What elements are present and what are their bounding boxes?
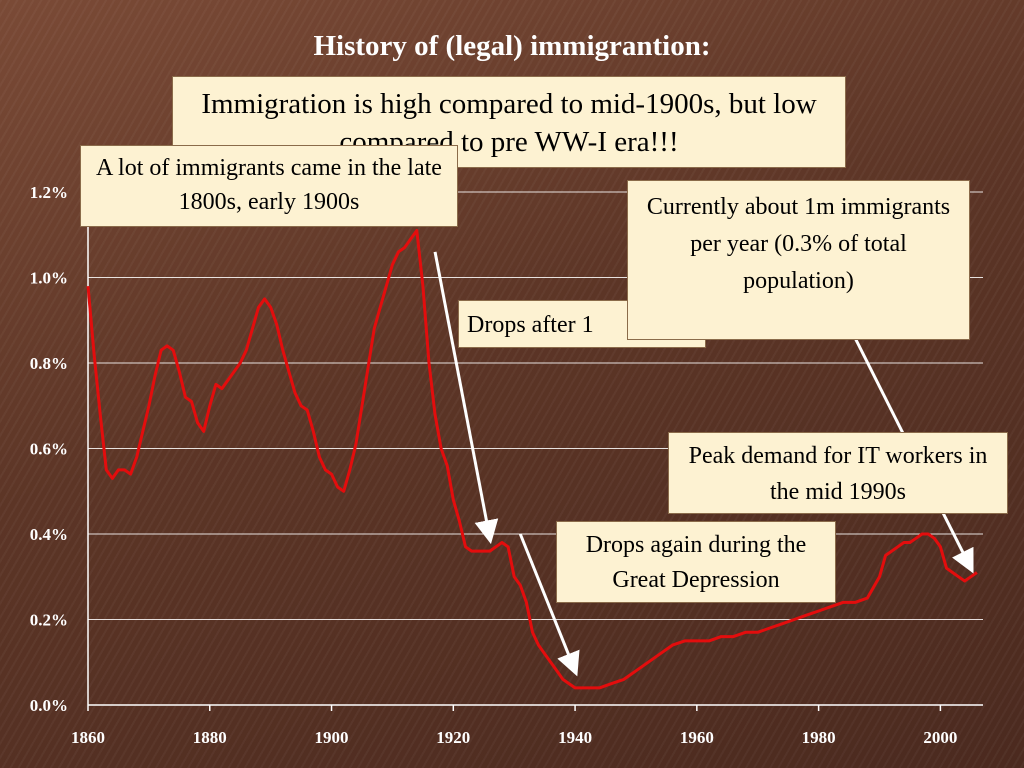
y-tick-label: 1.0% xyxy=(30,269,68,288)
y-tick-label: 0.6% xyxy=(30,440,68,459)
x-tick-label: 1860 xyxy=(71,728,105,747)
x-tick-label: 1920 xyxy=(436,728,470,747)
callout-peak-it: Peak demand for IT workers in the mid 19… xyxy=(668,432,1008,514)
axes xyxy=(87,192,983,711)
y-tick-label: 0.8% xyxy=(30,354,68,373)
immigration-rate-line xyxy=(86,229,978,690)
callout-great-depression: Drops again during the Great Depression xyxy=(556,521,836,603)
x-tick-label: 1960 xyxy=(680,728,714,747)
y-tick-label: 0.2% xyxy=(30,611,68,630)
annotation-arrow xyxy=(518,533,580,677)
slide-title: History of (legal) immigrantion: xyxy=(313,30,711,62)
y-tick-label: 0.4% xyxy=(30,525,68,544)
x-tick-label: 1880 xyxy=(193,728,227,747)
x-tick-label: 1980 xyxy=(802,728,836,747)
callout-late-1800s: A lot of immigrants came in the late 180… xyxy=(80,145,458,227)
x-tick-label: 1900 xyxy=(315,728,349,747)
y-tick-label: 0.0% xyxy=(30,696,68,715)
y-tick-label: 1.2% xyxy=(30,183,68,202)
annotation-arrow xyxy=(433,251,499,545)
callout-currently: Currently about 1m immigrants per year (… xyxy=(627,180,970,340)
tick-labels: 0.0% 0.2% 0.4% 0.6% 0.8% 1.0% 1.2% 1860 1880 1900… xyxy=(30,183,958,747)
x-tick-label: 2000 xyxy=(923,728,957,747)
series-layer xyxy=(86,229,978,690)
x-tick-label: 1940 xyxy=(558,728,592,747)
